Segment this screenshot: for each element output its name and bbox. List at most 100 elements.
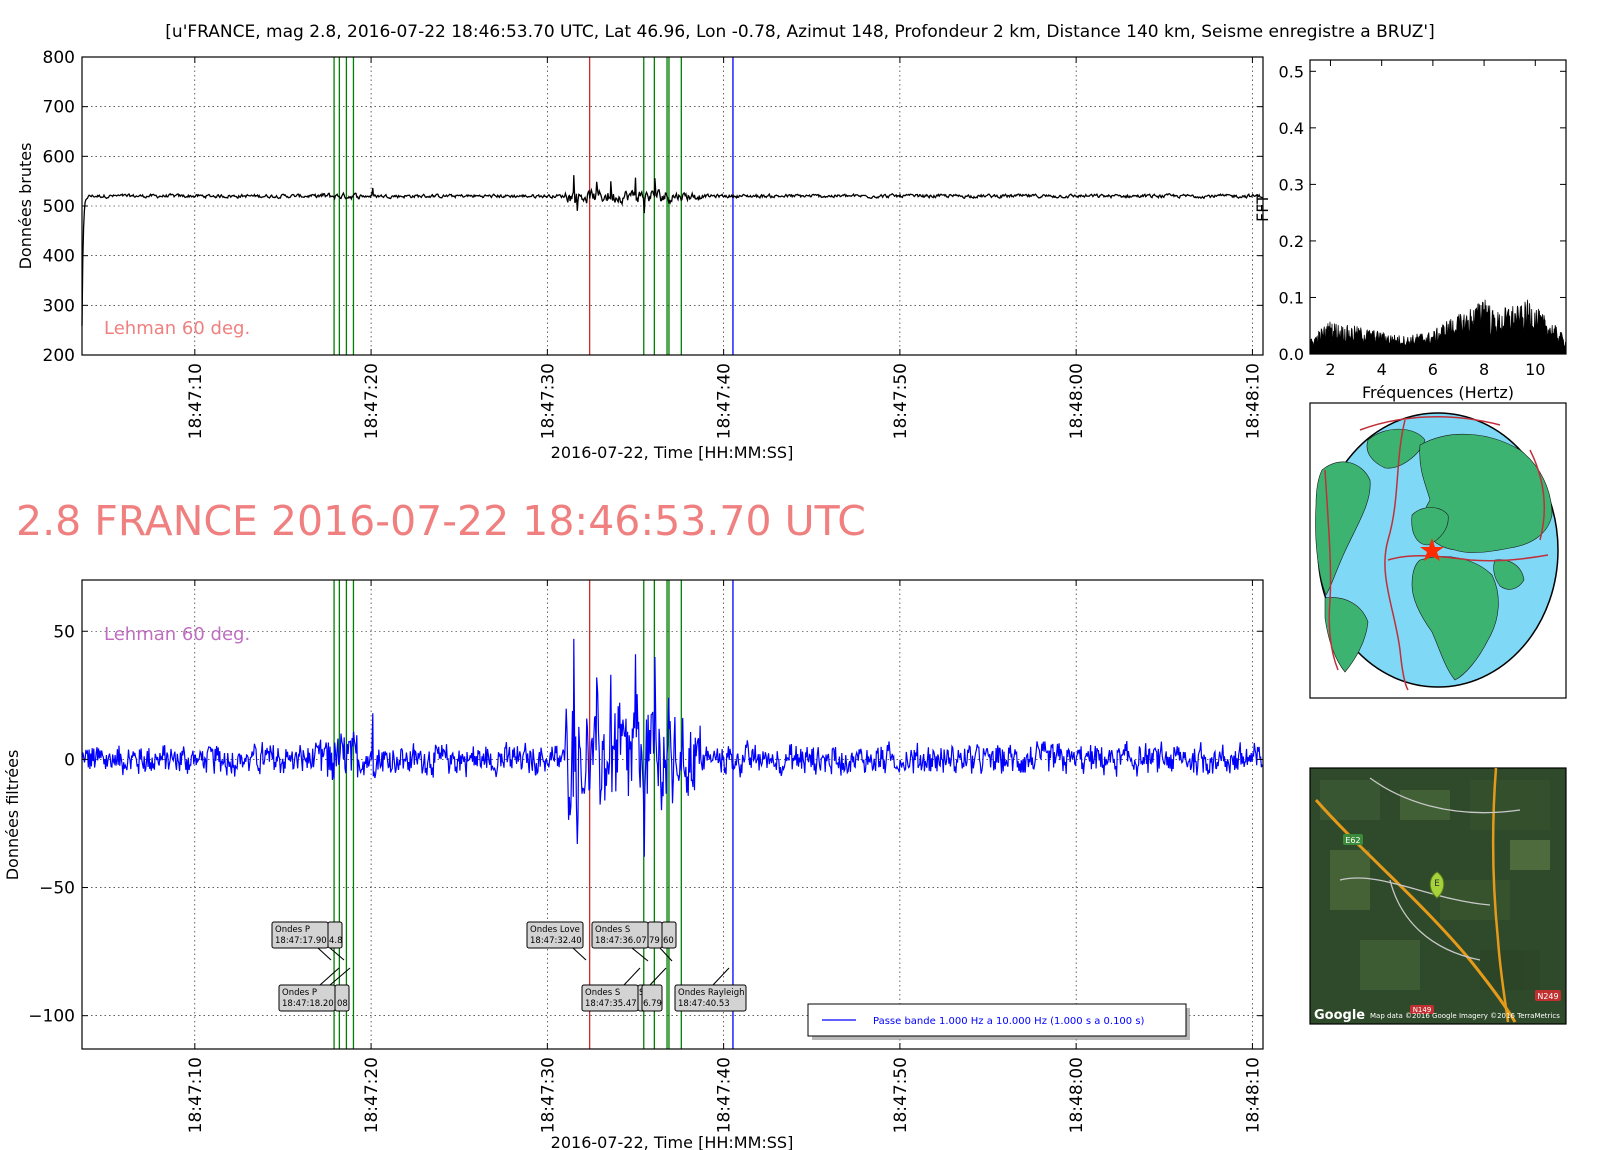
x-tick-label: 18:47:20 [362,363,382,439]
phase-label-p1-name: Ondes P [275,925,310,935]
x-tick-label: 18:47:20 [362,1057,382,1133]
raw-x-label: 2016-07-22, Time [HH:MM:SS] [551,443,794,462]
x-tick-label: 18:47:50 [891,1057,911,1133]
road-minor-3 [1389,879,1481,961]
arrow-s2b [649,967,667,986]
y-tick-label: −100 [28,1007,75,1027]
fft-y-label: FFT [1253,194,1272,222]
y-tick-label: 500 [43,197,75,217]
road-shield-n149-text: N149 [1413,1006,1432,1014]
phase-label-boxes: Ondes P 18:47:17.90 4.8 Ondes P 18:47:18… [271,921,747,1012]
fft-x-tick-label: 10 [1525,360,1545,379]
phase-label-p2-time: 18:47:18.20 [282,999,334,1009]
epicenter-star [1420,538,1444,561]
phase-label-s1: Ondes S 18:47:36.07 [591,921,649,949]
phase-label-p2-partial: 08 [334,984,350,1012]
raw-annotation: Lehman 60 deg. [104,318,250,339]
arrow-s2 [623,967,641,986]
x-tick-label: 18:47:30 [538,1057,558,1133]
filtered-grid [82,580,1263,1049]
arrow-rayleigh [712,967,730,986]
phase-label-p1-partial-text: 4.8 [329,936,343,946]
phase-label-s1-time: 18:47:36.07 [595,936,647,946]
fft-chart: 0.0 0.1 0.2 0.3 0.4 0.5 2 4 6 8 10 FFT Fréquences… [1253,59,1567,402]
phase-label-s2-partial-text-b: 6.79 [643,999,662,1009]
plate-boundary-med [1387,554,1549,562]
raw-x-ticks: 18:47:10 18:47:20 18:47:30 18:47:40 18:47:50… [186,57,1263,439]
map-marker: E [1429,871,1445,899]
y-tick-label: 200 [43,346,75,366]
map-marker-letter: E [1434,879,1440,889]
x-tick-label: 18:47:50 [891,363,911,439]
road-shield-e62-text: E62 [1345,836,1360,845]
globe-land [1315,428,1553,681]
phase-label-p1: Ondes P 18:47:17.90 [271,921,329,949]
filtered-annotation: Lehman 60 deg. [104,624,250,645]
phase-label-rayleigh-time: 18:47:40.53 [678,999,730,1009]
x-tick-label: 18:47:10 [186,363,206,439]
phase-label-s1-partial-b: 60 [661,921,677,949]
x-tick-label: 18:48:00 [1067,363,1087,439]
land-eurasia [1419,433,1553,553]
land-north-america [1315,461,1371,596]
y-tick-label: 300 [43,296,75,316]
fft-x-ticks: 2 4 6 8 10 [1325,60,1545,379]
plate-boundary-atlantic [1384,419,1409,691]
x-tick-label: 18:47:30 [538,363,558,439]
phase-label-arrows [317,947,730,986]
y-tick-label: 50 [53,622,75,642]
field-3 [1470,780,1550,830]
arrow-s1b [659,947,673,962]
fft-y-tick-label: 0.0 [1279,345,1304,364]
phase-label-s2-partial-b: 6.79 [641,984,663,1012]
fft-y-tick-label: 0.1 [1279,288,1304,307]
raw-grid [82,56,1263,356]
fft-plot-frame [1309,59,1567,355]
phase-label-p2-partial-text: 08 [337,999,348,1009]
raw-trace-line [81,175,1264,326]
fft-spectrum-area [1309,299,1567,355]
road-shield-n149: N149 [1410,1005,1434,1014]
phase-label-p2-name: Ondes P [282,988,317,998]
satellite-fields [1320,780,1550,990]
phase-label-p1-time: 18:47:17.90 [275,936,327,946]
filtered-y-label: Données filtrées [3,750,22,881]
y-tick-label: 400 [43,247,75,267]
fft-y-tick-label: 0.2 [1279,232,1304,251]
phase-label-love: Ondes Love 18:47:32.40 [526,921,584,949]
raw-y-label: Données brutes [16,143,35,270]
phase-label-love-time: 18:47:32.40 [530,936,582,946]
arrow-p1b [329,947,345,961]
legend-label: Passe bande 1.000 Hz a 10.000 Hz (1.000 … [873,1016,1145,1027]
phase-label-rayleigh-name: Ondes Rayleigh [678,988,745,998]
x-tick-label: 18:47:40 [715,1057,735,1133]
road-n249 [1491,767,1510,1023]
raw-y-ticks: 200 300 400 500 600 700 800 [43,48,1263,366]
fft-x-tick-label: 6 [1428,360,1438,379]
plate-boundaries [1324,416,1549,691]
fft-x-tick-label: 2 [1325,360,1335,379]
phase-label-s1-partial: 79 [647,921,663,949]
phase-label-s2-time: 18:47:35.47 [585,999,637,1009]
x-tick-label: 18:47:10 [186,1057,206,1133]
fft-x-tick-label: 8 [1479,360,1489,379]
x-tick-label: 18:47:40 [715,363,735,439]
globe-map [1309,402,1567,699]
phase-label-s1-partial-b-text: 60 [663,936,674,946]
road-shield-n249-text: N249 [1537,992,1558,1001]
fft-y-tick-label: 0.4 [1279,119,1304,138]
fft-x-tick-label: 4 [1377,360,1387,379]
filtered-x-label: 2016-07-22, Time [HH:MM:SS] [551,1133,794,1150]
y-tick-label: 600 [43,147,75,167]
road-minor-2 [1369,777,1521,814]
arrow-p2 [319,967,340,986]
fft-y-ticks: 0.0 0.1 0.2 0.3 0.4 0.5 [1279,62,1566,364]
phase-label-p1-partial: 4.8 [327,921,343,949]
satellite-map: E62 N249 N149 E Google Map data ©2016 Go… [1309,767,1567,1025]
phase-label-rayleigh: Ondes Rayleigh 18:47:40.53 [674,984,747,1012]
figure-title: [u'FRANCE, mag 2.8, 2016-07-22 18:46:53.… [165,22,1434,42]
phase-label-s1-name: Ondes S [595,925,630,935]
